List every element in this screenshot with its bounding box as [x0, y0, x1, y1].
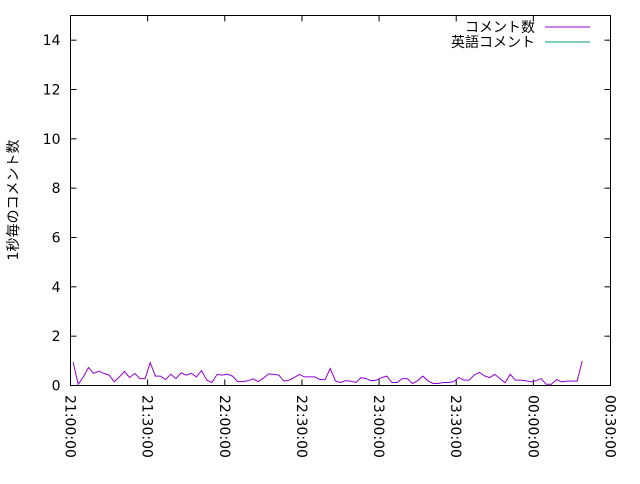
y-tick-label: 0 — [52, 379, 61, 395]
y-tick-label: 12 — [43, 83, 61, 99]
y-tick-label: 4 — [52, 280, 61, 296]
x-tick-label: 00:30:00 — [602, 395, 618, 458]
x-tick-label: 21:30:00 — [139, 395, 155, 458]
x-tick-label: 23:00:00 — [370, 395, 386, 458]
legend-label: 英語コメント — [451, 34, 535, 51]
y-tick-label: 2 — [52, 329, 61, 345]
x-tick-label: 23:30:00 — [447, 395, 463, 458]
x-tick-label: 00:00:00 — [524, 395, 540, 458]
x-tick-label: 21:00:00 — [62, 395, 78, 458]
y-tick-label: 14 — [43, 33, 61, 49]
x-tick-label: 22:30:00 — [293, 395, 309, 458]
y-axis-label: 1秒毎のコメント数 — [6, 140, 22, 261]
y-tick-label: 8 — [52, 181, 61, 197]
y-tick-label: 10 — [43, 132, 61, 148]
series-line — [72, 360, 583, 386]
plot-border — [70, 15, 611, 386]
legend-label: コメント数 — [465, 20, 535, 36]
x-tick-label: 22:00:00 — [216, 395, 232, 458]
y-tick-label: 6 — [52, 231, 61, 247]
